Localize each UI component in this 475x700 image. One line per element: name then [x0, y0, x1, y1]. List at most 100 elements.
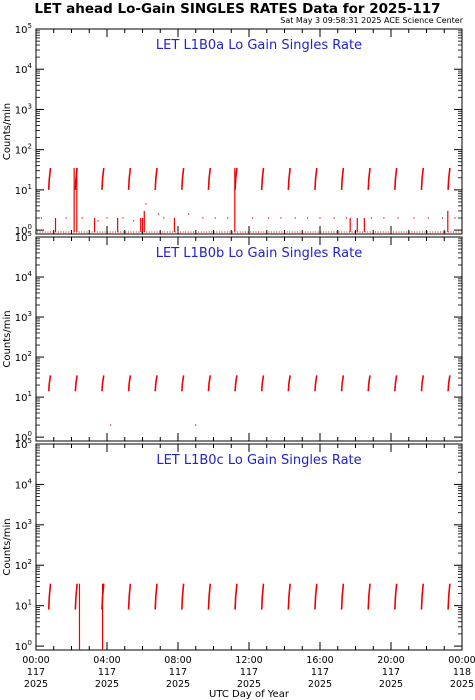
data-burst — [207, 167, 212, 190]
data-burst — [314, 167, 318, 190]
data-point — [227, 217, 229, 219]
y-tick-label: 105 — [15, 230, 32, 244]
y-tick-label: 105 — [15, 22, 32, 36]
data-burst — [394, 375, 398, 392]
x-tick-label-time: 16:00 — [306, 655, 333, 666]
y-axis-label: Counts/min — [2, 103, 13, 160]
data-point — [346, 217, 348, 219]
data-burst — [154, 167, 158, 190]
x-tick-label-year: 2025 — [166, 679, 190, 690]
data-point — [65, 217, 67, 219]
data-burst — [47, 583, 52, 610]
data-burst — [154, 375, 158, 392]
data-point — [97, 220, 99, 222]
y-tick-label: 104 — [15, 62, 33, 76]
y-tick-label: 101 — [15, 390, 32, 404]
data-burst — [420, 375, 425, 392]
x-tick-label-year: 2025 — [379, 679, 403, 690]
data-point — [370, 217, 373, 219]
data-burst — [367, 583, 371, 610]
data-burst — [420, 167, 425, 190]
data-burst — [207, 375, 212, 392]
data-point — [383, 217, 385, 219]
data-point — [441, 217, 444, 219]
y-tick-label: 105 — [15, 437, 32, 451]
y-tick-label: 102 — [15, 558, 32, 572]
data-burst — [181, 375, 185, 392]
data-burst — [340, 583, 345, 610]
x-tick-label-doy: 118 — [453, 667, 471, 678]
x-tick-label-year: 2025 — [308, 679, 332, 690]
chart-panel-2: 100 101 102 103 104 105 Counts/min LET L1B0b Lo… — [2, 230, 463, 444]
data-point — [109, 424, 112, 426]
x-tick-label-year: 2025 — [450, 679, 474, 690]
data-point — [195, 424, 197, 426]
y-tick-label: 100 — [15, 223, 32, 237]
x-tick-label-time: 00:00 — [448, 655, 475, 666]
data-burst — [101, 167, 105, 190]
x-tick-label-time: 08:00 — [164, 655, 191, 666]
y-tick-label: 101 — [15, 183, 32, 197]
data-point — [145, 203, 147, 205]
data-point — [454, 217, 456, 219]
data-burst — [181, 167, 185, 190]
data-burst — [234, 167, 238, 190]
data-burst — [287, 583, 291, 610]
y-tick-label: 100 — [15, 430, 32, 444]
data-burst — [367, 375, 371, 392]
data-point — [306, 217, 309, 219]
x-tick-label-doy: 117 — [382, 667, 400, 678]
data-burst — [101, 375, 105, 392]
data-burst — [234, 375, 238, 392]
data-burst — [394, 583, 398, 610]
data-point — [122, 217, 124, 219]
y-tick-label: 100 — [15, 639, 32, 653]
x-tick-label-doy: 117 — [98, 667, 116, 678]
plot-frame — [35, 443, 463, 651]
data-burst — [260, 167, 265, 190]
x-tick-label-time: 12:00 — [235, 655, 262, 666]
data-burst — [447, 583, 451, 610]
timestamp: Sat May 3 09:58:31 2025 ACE Science Cent… — [280, 16, 463, 25]
data-burst — [101, 583, 105, 610]
x-tick-label-time: 04:00 — [93, 655, 120, 666]
data-point — [163, 217, 165, 219]
data-point — [427, 217, 429, 219]
x-axis-label: UTC Day of Year — [209, 689, 290, 700]
data-point — [267, 217, 270, 219]
plot-frame — [35, 236, 463, 442]
data-burst — [127, 167, 132, 190]
data-burst — [260, 375, 265, 392]
data-burst — [314, 375, 318, 392]
data-burst — [127, 583, 132, 610]
y-axis-label: Counts/min — [2, 518, 13, 575]
x-tick-label-doy: 117 — [169, 667, 187, 678]
data-point — [251, 217, 254, 219]
panel-title: LET L1B0b Lo Gain Singles Rate — [156, 246, 362, 261]
data-burst — [74, 583, 78, 610]
x-tick-label-doy: 117 — [27, 667, 45, 678]
data-burst — [367, 167, 371, 190]
data-burst — [127, 375, 132, 392]
x-tick-label-year: 2025 — [237, 679, 261, 690]
data-burst — [207, 583, 212, 610]
x-tick-label-year: 2025 — [24, 679, 48, 690]
data-burst — [394, 167, 398, 190]
y-tick-label: 101 — [15, 599, 32, 613]
y-axis-label: Counts/min — [2, 310, 13, 367]
y-tick-label: 103 — [15, 518, 32, 532]
data-burst — [340, 167, 345, 190]
data-burst — [154, 583, 158, 610]
data-point — [397, 217, 399, 219]
data-burst — [47, 375, 52, 392]
data-burst — [447, 375, 451, 392]
data-point — [157, 213, 160, 215]
y-tick-label: 103 — [15, 102, 32, 116]
data-point — [188, 213, 190, 215]
data-point — [214, 217, 216, 219]
plot-frame — [35, 28, 463, 235]
data-burst — [340, 375, 345, 392]
y-tick-label: 103 — [15, 310, 32, 324]
